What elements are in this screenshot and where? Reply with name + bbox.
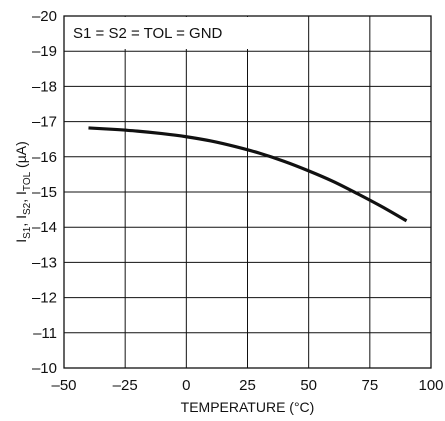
- y-tick-label: –10: [32, 360, 57, 377]
- x-tick-label: –25: [113, 377, 138, 394]
- y-title-symbol: I: [13, 191, 29, 195]
- grid: [64, 16, 431, 368]
- plot-frame: [63, 15, 432, 369]
- y-title-symbol: I: [13, 215, 29, 219]
- y-tick-label: –18: [32, 78, 57, 95]
- x-tick-label: 100: [418, 377, 443, 394]
- x-tick-label: 0: [182, 377, 190, 394]
- y-tick-label: –20: [32, 8, 57, 25]
- y-tick-label: –19: [32, 43, 57, 60]
- y-tick-label: –12: [32, 290, 57, 307]
- annotation-background: [65, 17, 261, 49]
- y-title-unit: (µA): [13, 141, 29, 168]
- x-tick-label: 50: [300, 377, 317, 394]
- y-title-subscript: S2: [22, 202, 33, 215]
- y-tick-label: –17: [32, 114, 57, 131]
- y-title-symbol: I: [13, 239, 29, 243]
- annotation-box: S1 = S2 = TOL = GND: [65, 17, 261, 49]
- series-line: [88, 126, 408, 223]
- y-tick-label: –13: [32, 254, 57, 271]
- y-title-subscript: TOL: [22, 171, 33, 191]
- x-tick-label: 25: [239, 377, 256, 394]
- y-tick-labels: –20 –19 –18 –17 –16 –15 –14 –13 –12 –11 –10: [32, 8, 57, 377]
- y-tick-label: –14: [32, 219, 57, 236]
- y-title-separator: ,: [13, 195, 29, 203]
- x-tick-label: –50: [51, 377, 76, 394]
- series-layer: [88, 126, 408, 223]
- y-tick-label: –15: [32, 184, 57, 201]
- y-title-separator: ,: [13, 219, 29, 227]
- y-tick-label: –16: [32, 149, 57, 166]
- y-title-subscript: S1: [22, 226, 33, 239]
- x-axis-title: TEMPERATURE (°C): [181, 399, 315, 415]
- y-axis-title: IS1, IS2, ITOL (µA): [13, 141, 33, 243]
- annotation-label: S1 = S2 = TOL = GND: [73, 25, 223, 42]
- x-tick-labels: –50 –25 0 25 50 75 100: [51, 377, 443, 394]
- x-tick-label: 75: [361, 377, 378, 394]
- y-tick-label: –11: [33, 325, 57, 342]
